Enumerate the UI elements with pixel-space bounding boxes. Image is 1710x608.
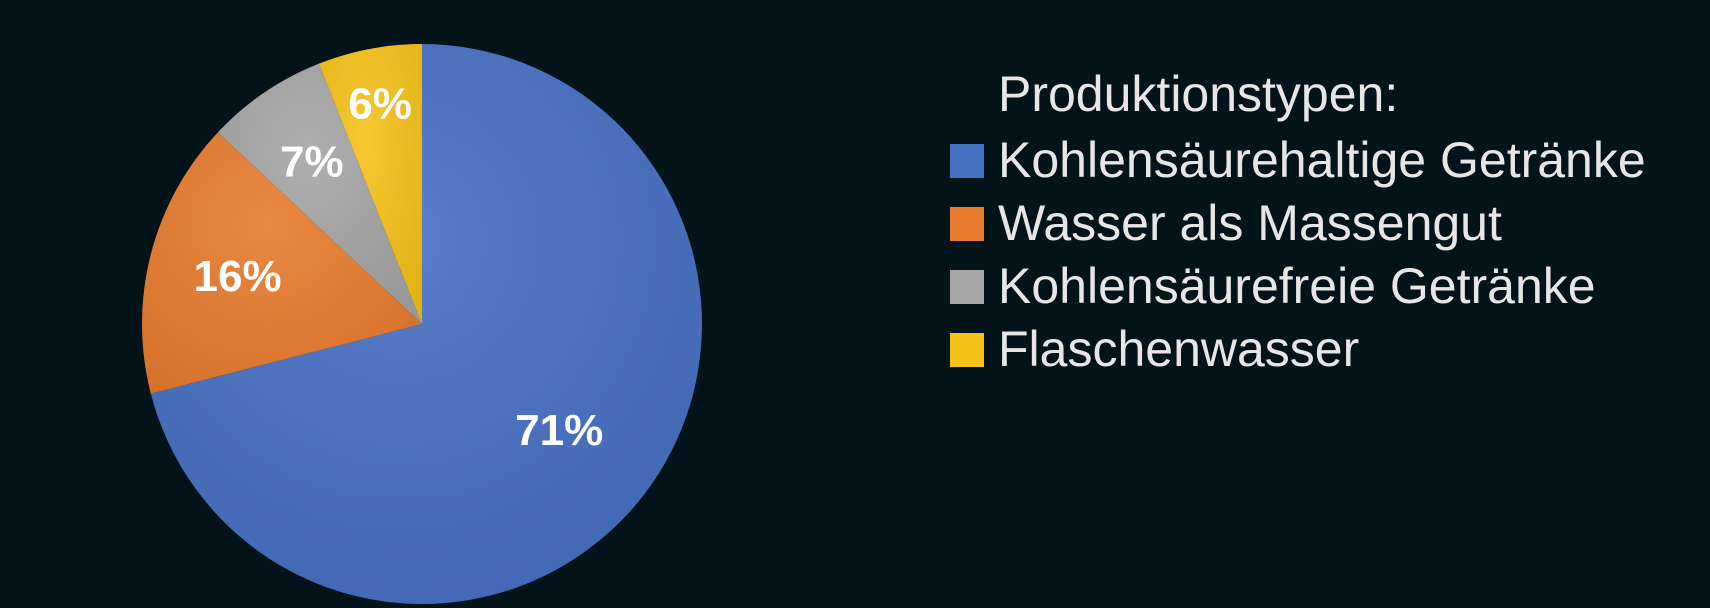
pie-chart: 71% 16% 7%6%	[142, 44, 703, 604]
pie-label-kohlensaeurefreie: 7%	[280, 137, 344, 186]
pie-slice-shading	[217, 63, 422, 324]
legend-swatch	[950, 332, 984, 367]
legend-label: Kohlensäurehaltige Getränke	[998, 132, 1646, 188]
pie-label-wasser-massengut: 16%	[194, 252, 282, 301]
pie-label-kohlensaeurehaltige: 71%	[515, 406, 603, 455]
legend-item-wasser-massengut: Wasser als Massengut	[950, 192, 1646, 255]
legend-title: Produktionstypen:	[998, 66, 1399, 122]
legend-item-flaschenwasser: Flaschenwasser	[950, 318, 1646, 381]
legend-item-kohlensaeurehaltige: Kohlensäurehaltige Getränke	[950, 129, 1646, 192]
legend-swatch	[950, 143, 984, 178]
pie-label-flaschenwasser: 6%	[348, 79, 412, 128]
legend-swatch	[950, 269, 984, 304]
pie-slice-shading	[150, 44, 703, 604]
legend-swatch	[950, 206, 984, 241]
pie-slice-shading	[318, 44, 422, 324]
legend-label: Wasser als Massengut	[998, 195, 1502, 251]
legend-label: Flaschenwasser	[998, 321, 1360, 377]
pie-slices	[142, 44, 703, 604]
pie-slice-shading	[142, 132, 423, 394]
legend-label: Kohlensäurefreie Getränke	[998, 258, 1596, 314]
legend-item-kohlensaeurefreie: Kohlensäurefreie Getränke	[950, 255, 1646, 318]
pie-value-labels: 71% 16% 7%6%	[194, 79, 604, 454]
legend: Produktionstypen: Kohlensäurehaltige Get…	[950, 62, 1646, 381]
